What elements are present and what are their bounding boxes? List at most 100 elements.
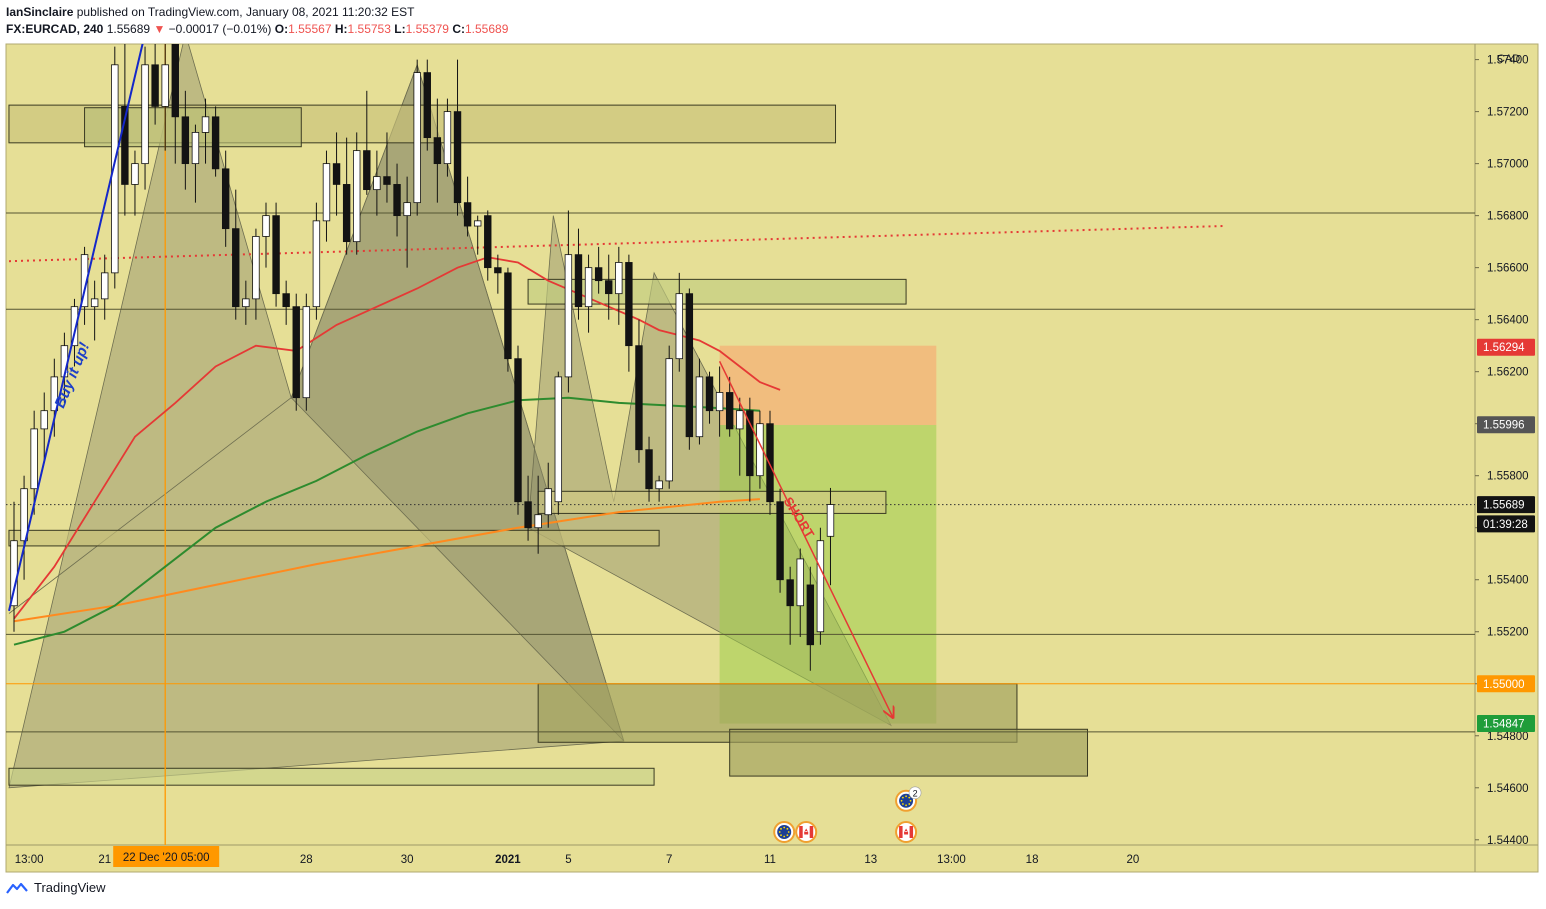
bullish-candle-body	[544, 488, 552, 516]
bearish-candle-body	[332, 163, 341, 185]
bearish-candle-body	[232, 228, 240, 308]
price-tick-label: 1.57200	[1487, 107, 1529, 119]
candle	[534, 475, 542, 554]
candle	[252, 228, 260, 320]
supply-demand-zone-5	[8, 767, 655, 786]
ohlc-header: FX:EURCAD, 240 1.55689 ▼ −0.00017 (−0.01…	[6, 22, 508, 36]
footer: TradingView	[6, 880, 106, 895]
last-price: 1.55689	[106, 22, 151, 36]
candle	[312, 202, 321, 320]
candle	[554, 371, 563, 515]
candle	[201, 98, 210, 164]
candle	[171, 44, 179, 164]
stop-loss-zone	[719, 345, 937, 425]
ca-event-icon	[795, 820, 818, 843]
low-value: 1.55379	[405, 22, 449, 36]
bullish-candle-body	[80, 254, 89, 308]
ca-flag-bar	[909, 825, 914, 838]
candle	[786, 566, 794, 645]
candle	[262, 202, 270, 268]
eu-star	[783, 835, 786, 838]
time-tick-label: 30	[401, 854, 414, 866]
candle	[232, 189, 240, 320]
eu-star	[786, 834, 789, 837]
time-tick-label: 5	[565, 854, 571, 866]
bullish-candle-body	[242, 298, 250, 308]
bearish-candle-body	[272, 215, 280, 295]
price-axis-label-text: 1.55996	[1483, 420, 1525, 432]
candle	[181, 90, 190, 190]
author-name[interactable]: IanSinclaire	[6, 5, 74, 19]
time-tick-label: 11	[764, 854, 776, 866]
brand-name[interactable]: TradingView	[34, 880, 106, 895]
bearish-candle-body	[433, 137, 442, 165]
bearish-candle-body	[574, 254, 583, 308]
symbol-label: FX:EURCAD, 240	[6, 22, 104, 36]
price-axis-label: 1.55000	[1477, 675, 1535, 693]
candle	[90, 280, 99, 341]
bullish-candle-body	[40, 410, 48, 430]
candle	[695, 358, 704, 445]
eu-star	[901, 796, 904, 799]
ca-flag-bar	[809, 825, 814, 838]
bearish-candle-body	[423, 72, 431, 139]
eu-star	[786, 827, 789, 830]
candle	[433, 98, 442, 203]
price-tick-label: 1.54800	[1487, 731, 1529, 743]
bullish-candle-body	[312, 220, 321, 308]
candle	[746, 397, 754, 502]
price-change: −0.00017 (−0.01%)	[168, 22, 272, 36]
candle	[373, 150, 381, 216]
time-tick-label: 2021	[495, 854, 521, 866]
candle	[665, 345, 673, 489]
candle	[645, 436, 653, 502]
candle	[625, 254, 633, 372]
price-axis-label-text: 01:39:28	[1483, 519, 1528, 531]
price-tick-label: 1.56200	[1487, 367, 1529, 379]
bearish-candle-body	[514, 358, 522, 503]
candle	[403, 176, 411, 268]
currency-label: CAD	[1497, 53, 1520, 65]
close-value: 1.55689	[464, 22, 509, 36]
bullish-candle-body	[90, 298, 99, 308]
publish-text: published on TradingView.com, January 08…	[76, 5, 415, 19]
bearish-candle-body	[605, 280, 613, 295]
ema-orange-line	[13, 498, 760, 623]
bullish-candle-body	[443, 111, 452, 165]
take-profit-zone	[719, 424, 937, 724]
bearish-candle-body	[171, 44, 179, 118]
price-axis-label: 1.56294	[1477, 338, 1535, 356]
candle	[574, 228, 583, 320]
dotted-trend-line	[8, 225, 1224, 263]
price-tick-label: 1.55200	[1487, 627, 1529, 639]
bearish-candle-body	[766, 423, 774, 503]
price-axis-label-bg	[1477, 496, 1535, 514]
bullish-candle-body	[615, 262, 623, 295]
price-axis-label-text: 1.54847	[1483, 719, 1525, 731]
bearish-candle-body	[524, 501, 532, 529]
candle	[816, 527, 825, 645]
bullish-candle-body	[50, 376, 59, 412]
bullish-candle-body	[111, 64, 119, 274]
bearish-candle-body	[806, 584, 815, 646]
ca-event-icon	[895, 820, 918, 843]
candle	[211, 106, 220, 177]
candle	[766, 410, 774, 515]
candle	[50, 358, 59, 437]
candle	[393, 163, 401, 237]
bullish-candle-body	[252, 236, 260, 300]
bullish-candle-body	[695, 376, 704, 438]
bullish-candle-body	[20, 488, 28, 542]
candle	[443, 98, 452, 177]
bearish-candle-body	[725, 392, 734, 430]
bearish-candle-body	[463, 202, 472, 227]
bullish-candle-body	[191, 132, 200, 165]
bullish-candle-body	[564, 254, 573, 378]
price-axis-label-text: 1.56294	[1483, 342, 1525, 354]
candle	[302, 293, 311, 411]
price-tick-label: 1.54600	[1487, 783, 1529, 795]
low-label: L:	[394, 22, 406, 36]
candle	[826, 487, 835, 586]
